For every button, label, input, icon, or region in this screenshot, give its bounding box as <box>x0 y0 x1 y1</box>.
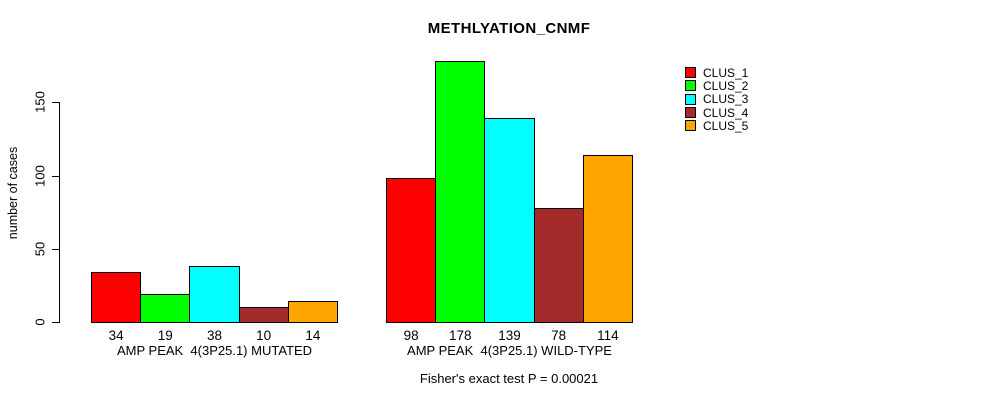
y-tick <box>52 102 59 104</box>
bar-clus_5-group2 <box>582 155 633 323</box>
legend-item-clus_4: CLUS_4 <box>685 105 749 120</box>
bar-clus_1-group1 <box>91 272 142 323</box>
legend: CLUS_1 CLUS_2 CLUS_3 CLUS_4 CLUS_5 <box>685 65 749 133</box>
bar-value-label: 139 <box>498 328 521 343</box>
bar-value-label: 14 <box>305 328 321 343</box>
bar-value-label: 10 <box>256 328 272 343</box>
bar-value-label: 178 <box>449 328 472 343</box>
bar-value-label: 114 <box>597 328 619 343</box>
bar-value-label: 34 <box>108 328 124 343</box>
legend-swatch <box>685 67 696 79</box>
bar-clus_5-group1 <box>287 301 338 323</box>
bar-value-label: 78 <box>551 328 567 343</box>
bar-clus_4-group1 <box>238 307 289 323</box>
group-label: AMP PEAK 4(3P25.1) MUTATED <box>116 343 313 358</box>
bar-clus_1-group2 <box>386 178 437 323</box>
bar-value-label: 19 <box>157 328 173 343</box>
y-axis-line <box>59 102 60 323</box>
y-tick-label: 0 <box>32 318 48 326</box>
y-tick-label: 150 <box>32 91 48 114</box>
y-axis-label: number of cases <box>6 146 20 240</box>
legend-item-label: CLUS_5 <box>703 118 749 133</box>
legend-item-clus_2: CLUS_2 <box>685 78 749 93</box>
group-label: AMP PEAK 4(3P25.1) WILD-TYPE <box>407 343 612 358</box>
legend-item-label: CLUS_4 <box>703 105 749 120</box>
bar-clus_3-group1 <box>189 266 240 323</box>
legend-item-clus_3: CLUS_3 <box>685 92 749 107</box>
legend-swatch <box>685 80 696 92</box>
legend-item-clus_5: CLUS_5 <box>685 118 749 133</box>
y-tick <box>52 175 59 177</box>
y-tick-label: 100 <box>32 164 48 187</box>
legend-item-label: CLUS_3 <box>703 92 749 107</box>
bar-value-label: 98 <box>403 328 419 343</box>
y-tick <box>52 248 59 250</box>
y-tick-label: 50 <box>32 241 48 256</box>
legend-item-label: CLUS_2 <box>703 78 749 93</box>
legend-swatch <box>685 120 696 132</box>
bar-value-label: 38 <box>206 328 223 343</box>
y-tick <box>52 322 59 323</box>
bar-clus_4-group2 <box>533 207 584 323</box>
legend-item-clus_1: CLUS_1 <box>685 65 749 80</box>
legend-swatch <box>685 107 696 119</box>
legend-swatch <box>685 93 696 105</box>
bar-clus_2-group2 <box>435 61 486 323</box>
legend-item-label: CLUS_1 <box>703 65 749 80</box>
stat-annotation: Fisher's exact test P = 0.00021 <box>419 371 599 386</box>
chart-title: METHLYATION_CNMF <box>427 20 591 37</box>
bar-clus_2-group1 <box>140 294 191 323</box>
bar-clus_3-group2 <box>484 118 535 323</box>
